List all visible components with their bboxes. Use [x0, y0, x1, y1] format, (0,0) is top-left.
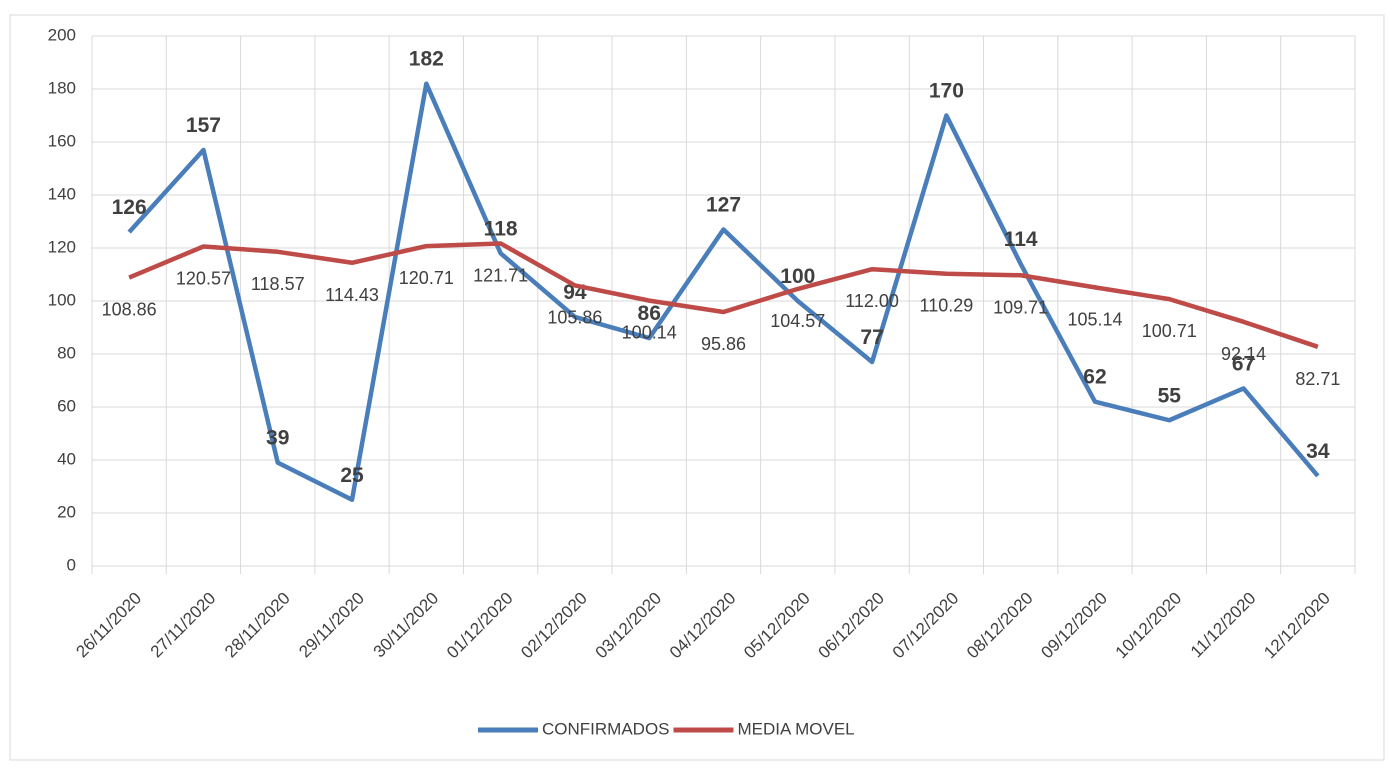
- data-label: 126: [112, 196, 147, 219]
- chart-frame: [9, 14, 1385, 761]
- y-tick-label: 200: [48, 25, 76, 44]
- y-tick-label: 20: [57, 502, 76, 521]
- y-tick-label: 60: [57, 396, 76, 415]
- data-label: 112.00: [845, 291, 899, 311]
- series-line: [128, 241, 1319, 349]
- y-tick-label: 80: [57, 343, 76, 362]
- data-label: 118: [484, 217, 518, 240]
- y-tick-label: 180: [48, 78, 76, 97]
- data-label: 110.29: [920, 296, 974, 316]
- data-label: 100: [780, 265, 815, 288]
- data-label: 67: [1232, 352, 1255, 375]
- data-label: 34: [1306, 440, 1330, 463]
- y-tick-label: 40: [57, 449, 76, 468]
- data-label: 127: [706, 193, 741, 216]
- data-label: 121.71: [473, 265, 528, 285]
- y-tick-label: 100: [48, 290, 76, 309]
- data-label: 77: [860, 326, 883, 349]
- y-tick-label: 0: [67, 555, 76, 574]
- y-tick-label: 120: [48, 237, 76, 256]
- data-label: 170: [929, 80, 964, 103]
- legend-label: CONFIRMADOS: [542, 719, 670, 738]
- data-label: 118.57: [251, 274, 305, 294]
- data-label: 100.71: [1142, 321, 1197, 341]
- data-label: 95.86: [701, 334, 746, 354]
- data-label: 62: [1083, 366, 1106, 389]
- legend-label: MEDIA MOVEL: [738, 719, 855, 738]
- data-label: 104.57: [770, 311, 825, 331]
- data-label: 25: [340, 464, 364, 487]
- y-tick-label: 160: [48, 131, 76, 150]
- data-label: 100.14: [622, 323, 677, 343]
- data-label: 92.14: [1221, 344, 1266, 364]
- data-label: 109.71: [993, 297, 1048, 317]
- data-label: 120.71: [399, 268, 454, 288]
- data-label: 108.86: [102, 300, 157, 320]
- data-label: 114: [1004, 228, 1038, 251]
- data-label: 105.86: [547, 307, 602, 327]
- data-label: 157: [186, 114, 221, 137]
- data-label: 55: [1158, 384, 1182, 407]
- data-label: 182: [409, 48, 444, 71]
- y-tick-label: 140: [48, 184, 76, 203]
- data-label: 39: [266, 427, 289, 450]
- data-label: 105.14: [1067, 309, 1122, 329]
- data-label: 120.57: [176, 268, 231, 288]
- data-label: 114.43: [325, 285, 379, 305]
- series-line: [127, 81, 1320, 502]
- data-label: 86: [638, 302, 661, 325]
- data-label: 82.71: [1295, 369, 1340, 389]
